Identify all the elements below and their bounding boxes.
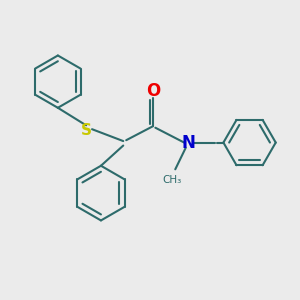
Text: O: O [146, 82, 160, 100]
Text: N: N [182, 134, 196, 152]
Text: S: S [81, 123, 92, 138]
Text: CH₃: CH₃ [163, 175, 182, 185]
